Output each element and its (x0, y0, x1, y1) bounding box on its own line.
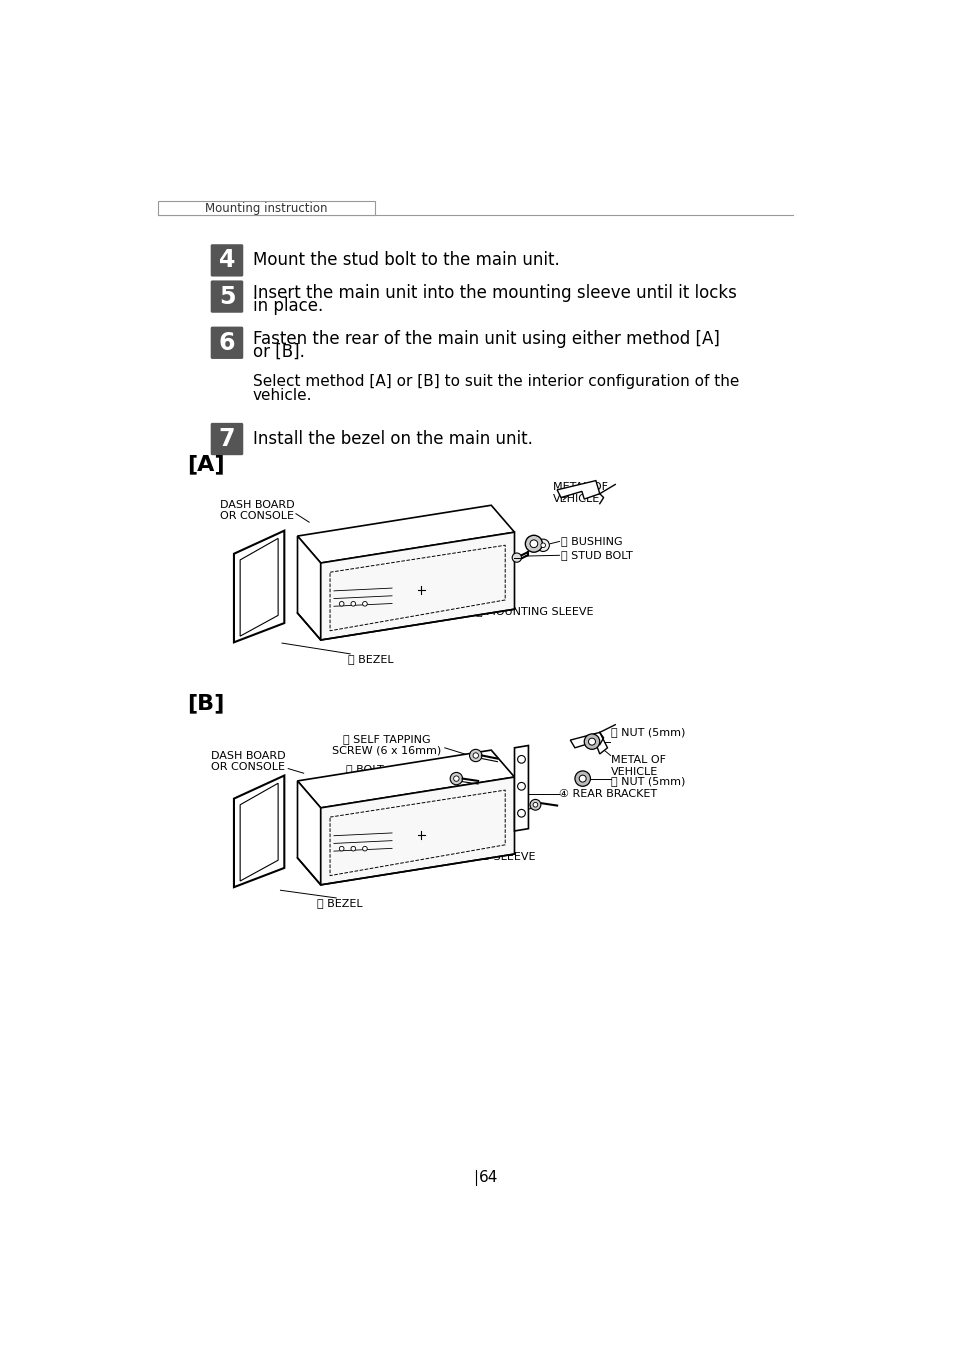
Text: [A]: [A] (187, 454, 225, 474)
Circle shape (578, 775, 585, 782)
Text: Install the bezel on the main unit.: Install the bezel on the main unit. (253, 430, 532, 449)
Circle shape (583, 734, 599, 749)
Circle shape (533, 802, 537, 808)
Text: METAL OF
VEHICLE: METAL OF VEHICLE (553, 482, 608, 504)
Polygon shape (233, 531, 284, 642)
Circle shape (517, 809, 525, 817)
Text: [B]: [B] (187, 694, 225, 713)
FancyBboxPatch shape (211, 423, 243, 455)
Circle shape (454, 776, 458, 782)
Text: ⓞ NUT (5mm): ⓞ NUT (5mm) (611, 776, 685, 786)
Polygon shape (240, 783, 278, 881)
Circle shape (450, 772, 462, 785)
Circle shape (512, 553, 521, 562)
Text: ⓕ BUSHING: ⓕ BUSHING (560, 537, 622, 546)
Text: ⓞ NUT (5mm): ⓞ NUT (5mm) (611, 728, 685, 737)
Text: or [B].: or [B]. (253, 343, 304, 360)
Text: in place.: in place. (253, 297, 322, 314)
Text: ⓔ BEZEL: ⓔ BEZEL (317, 898, 362, 908)
Text: Mount the stud bolt to the main unit.: Mount the stud bolt to the main unit. (253, 252, 558, 270)
Text: Mounting instruction: Mounting instruction (205, 202, 328, 214)
Circle shape (525, 535, 542, 553)
Polygon shape (297, 505, 514, 562)
Text: ⓖ SELF TAPPING
SCREW (6 x 16mm): ⓖ SELF TAPPING SCREW (6 x 16mm) (332, 734, 441, 756)
Text: Fasten the rear of the main unit using either method [A]: Fasten the rear of the main unit using e… (253, 329, 719, 348)
Polygon shape (233, 775, 284, 888)
Text: ⓗ STUD BOLT: ⓗ STUD BOLT (560, 550, 632, 561)
Circle shape (362, 847, 367, 851)
Text: 64: 64 (478, 1169, 498, 1186)
Circle shape (351, 602, 355, 606)
Circle shape (351, 847, 355, 851)
Text: ⓑ MOUNTING SLEEVE: ⓑ MOUNTING SLEEVE (417, 851, 535, 860)
FancyBboxPatch shape (211, 327, 243, 359)
Text: ⓔ BEZEL: ⓔ BEZEL (348, 654, 393, 664)
Text: ⓑ MOUNTING SLEEVE: ⓑ MOUNTING SLEEVE (476, 607, 593, 617)
Polygon shape (297, 751, 514, 808)
Text: (5 x 20mm): (5 x 20mm) (345, 774, 411, 783)
FancyBboxPatch shape (211, 280, 243, 313)
Circle shape (588, 738, 595, 745)
Text: ⓟ BOLT: ⓟ BOLT (345, 764, 383, 774)
Circle shape (530, 799, 540, 810)
Circle shape (537, 539, 549, 551)
Polygon shape (320, 533, 514, 640)
Circle shape (473, 753, 478, 759)
Polygon shape (557, 481, 599, 499)
Polygon shape (240, 538, 278, 635)
Polygon shape (514, 745, 528, 831)
Text: 6: 6 (218, 331, 235, 355)
FancyBboxPatch shape (158, 201, 375, 215)
Polygon shape (297, 537, 320, 640)
Circle shape (339, 847, 344, 851)
Circle shape (517, 756, 525, 763)
Circle shape (530, 539, 537, 547)
Polygon shape (570, 733, 607, 753)
Polygon shape (320, 776, 514, 885)
Text: ④ REAR BRACKET: ④ REAR BRACKET (558, 789, 657, 799)
Text: vehicle.: vehicle. (253, 388, 312, 402)
Text: DASH BOARD
OR CONSOLE: DASH BOARD OR CONSOLE (211, 751, 286, 772)
FancyBboxPatch shape (211, 244, 243, 276)
Text: 7: 7 (218, 427, 235, 451)
Circle shape (339, 602, 344, 606)
Polygon shape (297, 780, 320, 885)
Text: 4: 4 (218, 248, 235, 272)
Circle shape (517, 782, 525, 790)
Text: ⓗ STUD BOLT: ⓗ STUD BOLT (454, 812, 525, 822)
Text: Insert the main unit into the mounting sleeve until it locks: Insert the main unit into the mounting s… (253, 283, 736, 302)
Text: Select method [A] or [B] to suit the interior configuration of the: Select method [A] or [B] to suit the int… (253, 374, 739, 389)
Text: METAL OF
VEHICLE: METAL OF VEHICLE (611, 756, 666, 778)
Circle shape (575, 771, 590, 786)
Text: DASH BOARD
OR CONSOLE: DASH BOARD OR CONSOLE (219, 500, 294, 522)
Circle shape (469, 749, 481, 762)
Circle shape (540, 543, 545, 547)
Circle shape (362, 602, 367, 606)
Text: 5: 5 (218, 285, 235, 309)
